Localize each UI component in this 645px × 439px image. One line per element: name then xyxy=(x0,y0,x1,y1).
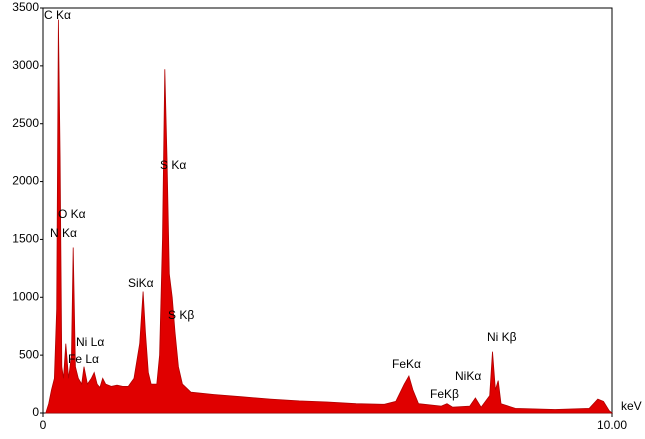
y-tick-label: 1000 xyxy=(12,289,39,303)
peak-label: C Kα xyxy=(44,8,71,22)
peak-label: FeKβ xyxy=(430,387,459,401)
y-tick-label: 1500 xyxy=(12,232,39,246)
peak-label: FeKα xyxy=(392,357,421,371)
plot-frame xyxy=(42,7,613,414)
y-tick-label: 500 xyxy=(19,347,39,361)
peak-label: O Kα xyxy=(58,207,86,221)
peak-label: Ni Kβ xyxy=(487,330,517,344)
x-tick-label: 10.00 xyxy=(597,418,627,432)
y-tick-label: 2500 xyxy=(12,116,39,130)
y-tick-label: 2000 xyxy=(12,174,39,188)
peak-label: S Kβ xyxy=(168,308,194,322)
x-tick-label: 0 xyxy=(40,418,47,432)
y-tick-label: 0 xyxy=(32,405,39,419)
x-axis-label: keV xyxy=(621,399,642,413)
y-tick-label: 3500 xyxy=(12,0,39,14)
peak-label: SiKα xyxy=(128,276,154,290)
peak-label: N Kα xyxy=(50,226,77,240)
spectrum-area xyxy=(45,19,614,414)
peak-label: Ni Lα xyxy=(76,335,104,349)
peak-label: NiKα xyxy=(455,369,481,383)
y-tick-label: 3000 xyxy=(12,58,39,72)
peak-label: S Kα xyxy=(160,158,186,172)
peak-label: Fe Lα xyxy=(68,352,99,366)
